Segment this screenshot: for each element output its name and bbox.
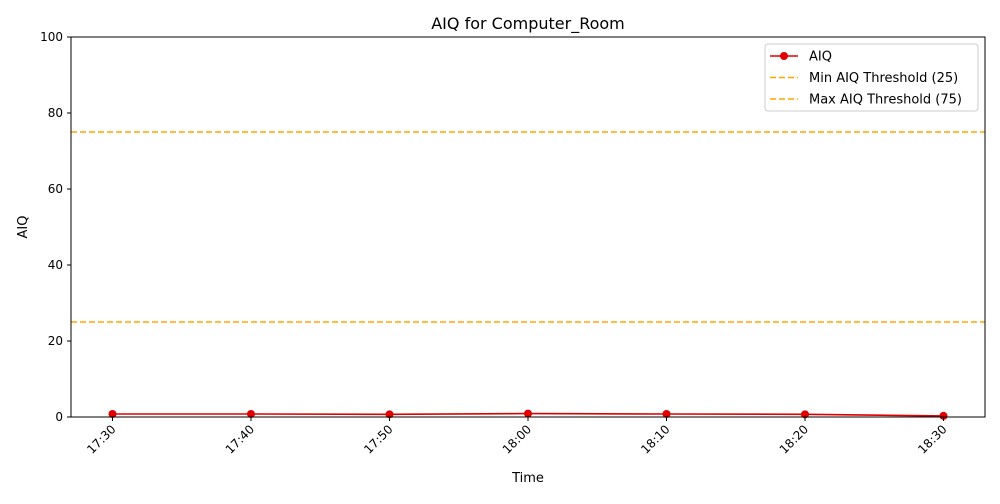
data-point-1820 xyxy=(801,410,809,419)
y-tick-label-60: 60 xyxy=(48,182,63,196)
x-tick-label-1800: 18:00 xyxy=(500,422,534,456)
y-tick-label-20: 20 xyxy=(48,334,63,348)
plot-area xyxy=(71,131,985,420)
y-tick-label-80: 80 xyxy=(48,106,63,120)
x-tick-label-1740: 17:40 xyxy=(223,422,257,456)
data-point-1830 xyxy=(939,411,948,420)
y-tick-label-0: 0 xyxy=(55,410,63,424)
chart-title: AIQ for Computer_Room xyxy=(431,14,625,34)
legend-label-1: AIQ xyxy=(809,50,832,65)
data-point-1750 xyxy=(385,410,394,419)
x-tick-label-1810: 18:10 xyxy=(638,422,672,456)
x-tick-label-1820: 18:20 xyxy=(777,422,811,456)
legend-box xyxy=(764,43,979,112)
legend: AIQ Min AIQ Threshold (25) Max AIQ Thresho… xyxy=(764,43,979,112)
y-tick-label-40: 40 xyxy=(48,258,63,272)
data-point-1810 xyxy=(662,409,671,418)
x-tick-label-1730: 17:30 xyxy=(84,422,118,456)
x-tick-label-1830: 18:30 xyxy=(915,422,949,456)
legend-marker-1 xyxy=(780,52,788,60)
legend-label-2: Min AIQ Threshold (25) xyxy=(809,71,958,86)
data-point-1730 xyxy=(108,409,117,418)
x-tick-label-1750: 17:50 xyxy=(361,422,395,456)
x-axis-label: Time xyxy=(511,471,544,486)
y-axis-label: AIQ xyxy=(16,216,31,239)
legend-label-3: Max AIQ Threshold (75) xyxy=(809,93,962,108)
data-point-1740 xyxy=(247,409,255,418)
data-point-1800 xyxy=(524,409,532,418)
y-tick-label-100: 100 xyxy=(40,30,63,44)
